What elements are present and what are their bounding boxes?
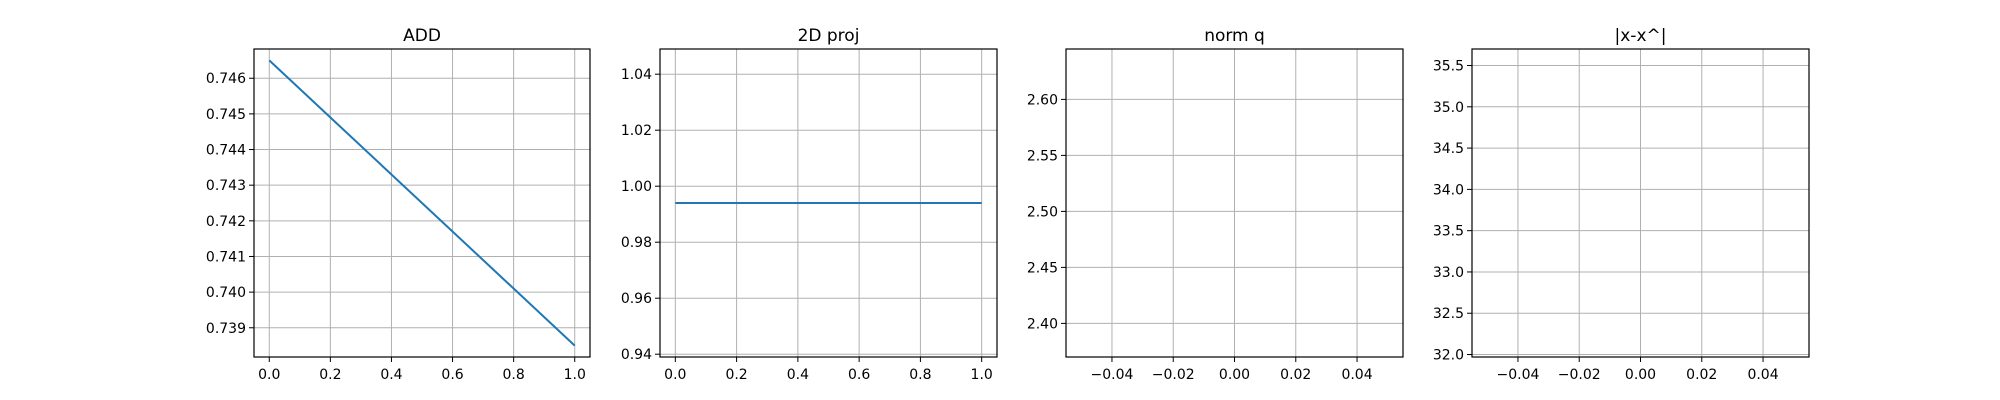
x-tick-label: 0.00 — [1625, 367, 1656, 383]
plot-frame — [253, 48, 591, 358]
x-tick-label: 0.04 — [1341, 367, 1372, 383]
y-tick-label: 0.740 — [206, 285, 246, 301]
y-tick-label: 0.745 — [206, 107, 246, 123]
x-tick-label: 0.4 — [380, 367, 402, 383]
y-tick-label: 0.98 — [621, 235, 652, 251]
y-tick-label: 0.746 — [206, 71, 246, 87]
x-tick-label: 0.8 — [503, 367, 525, 383]
y-tick-label: 0.742 — [206, 214, 246, 230]
y-tick-label: 1.04 — [621, 67, 652, 83]
y-tick-label: 0.96 — [621, 291, 652, 307]
y-tick-label: 33.5 — [1433, 224, 1464, 240]
subplot-3: −0.04 −0.02 0.00 0.02 0.04 2.40 2.45 2.50 2.55 2.… — [1027, 26, 1404, 383]
subplot-4: −0.04 −0.02 0.00 0.02 0.04 32.0 32.5 33.0 33.5 34… — [1433, 26, 1810, 383]
y-tick-label: 35.5 — [1433, 59, 1464, 75]
x-tick-label: 0.0 — [664, 367, 686, 383]
y-tick-label: 2.50 — [1027, 204, 1058, 220]
x-tick-label: 0.02 — [1280, 367, 1311, 383]
subplot-2: 0.0 0.2 0.4 0.6 0.8 1.0 0.94 0.96 0.98 1.00 1.02 1.… — [621, 26, 998, 383]
series-line-1 — [268, 59, 576, 347]
x-tick-label: 0.0 — [258, 367, 280, 383]
x-tick-label: 0.2 — [319, 367, 341, 383]
x-tick-label: 0.02 — [1686, 367, 1717, 383]
y-tick-label: 0.741 — [206, 249, 246, 265]
y-tick-label: 2.60 — [1027, 92, 1058, 108]
x-tick-label: −0.04 — [1091, 367, 1134, 383]
x-tick-label: 0.2 — [725, 367, 747, 383]
x-tick-label: −0.04 — [1497, 367, 1540, 383]
y-tick-label: 1.02 — [621, 123, 652, 139]
y-tick-label: 33.0 — [1433, 265, 1464, 281]
x-tick-label: −0.02 — [1152, 367, 1195, 383]
x-tick-label: 0.4 — [787, 367, 809, 383]
x-tick-label: 0.8 — [909, 367, 931, 383]
y-tick-label: 0.743 — [206, 178, 246, 194]
x-tick-label: 0.6 — [848, 367, 870, 383]
y-tick-label: 2.45 — [1027, 260, 1058, 276]
chart-title: 2D proj — [798, 26, 860, 46]
y-tick-label: 0.94 — [621, 347, 652, 363]
x-tick-label: 0.04 — [1747, 367, 1778, 383]
y-tick-label: 2.40 — [1027, 316, 1058, 332]
y-tick-label: 0.739 — [206, 321, 246, 337]
x-tick-label: −0.02 — [1558, 367, 1601, 383]
chart-title: ADD — [403, 26, 441, 46]
x-tick-label: 0.00 — [1219, 367, 1250, 383]
x-tick-label: 1.0 — [971, 367, 993, 383]
y-tick-label: 35.0 — [1433, 100, 1464, 116]
subplot-1: 0.0 0.2 0.4 0.6 0.8 1.0 0.739 0.740 0.741 0.742 0.… — [206, 26, 591, 383]
y-tick-label: 34.0 — [1433, 182, 1464, 198]
x-tick-label: 1.0 — [564, 367, 586, 383]
chart-title: norm q — [1204, 26, 1265, 46]
y-tick-label: 2.55 — [1027, 148, 1058, 164]
y-tick-label: 34.5 — [1433, 141, 1464, 157]
y-tick-label: 32.5 — [1433, 306, 1464, 322]
plot-frame — [659, 48, 998, 358]
y-tick-label: 0.744 — [206, 143, 246, 159]
y-tick-label: 32.0 — [1433, 348, 1464, 364]
chart-title: |x-x^| — [1615, 26, 1667, 46]
x-tick-label: 0.6 — [441, 367, 463, 383]
y-tick-label: 1.00 — [621, 179, 652, 195]
